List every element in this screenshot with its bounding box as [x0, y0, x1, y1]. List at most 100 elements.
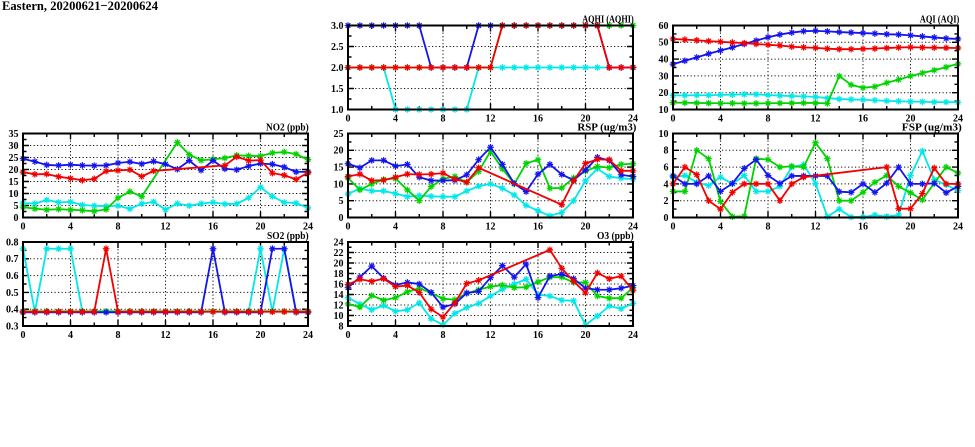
svg-text:20: 20 [906, 114, 916, 125]
svg-text:0: 0 [21, 222, 26, 233]
svg-text:24: 24 [953, 114, 963, 125]
svg-text:12: 12 [486, 222, 496, 233]
svg-text:2: 2 [664, 196, 669, 207]
svg-text:0.8: 0.8 [6, 237, 19, 248]
svg-text:24: 24 [953, 222, 963, 233]
svg-text:2.5: 2.5 [331, 42, 344, 53]
svg-text:1.5: 1.5 [331, 84, 344, 95]
svg-text:10: 10 [334, 179, 344, 190]
svg-text:20: 20 [334, 146, 344, 157]
svg-text:FSP (ug/m3): FSP (ug/m3) [902, 122, 962, 133]
svg-text:8: 8 [441, 114, 446, 125]
svg-text:16: 16 [208, 222, 218, 233]
svg-text:16: 16 [533, 330, 543, 341]
svg-text:0.5: 0.5 [6, 288, 19, 299]
svg-text:4: 4 [664, 179, 669, 190]
svg-text:12: 12 [161, 222, 171, 233]
svg-text:0: 0 [664, 213, 669, 224]
svg-text:15: 15 [334, 163, 344, 174]
svg-text:Eastern, 20200621−20200624: Eastern, 20200621−20200624 [2, 0, 158, 13]
svg-text:20: 20 [581, 330, 591, 341]
svg-text:4: 4 [68, 222, 73, 233]
svg-text:8: 8 [116, 330, 121, 341]
svg-text:5: 5 [339, 196, 344, 207]
svg-text:RSP (ug/m3): RSP (ug/m3) [577, 122, 636, 133]
svg-text:1.0: 1.0 [331, 105, 344, 116]
svg-text:12: 12 [334, 300, 344, 311]
svg-text:16: 16 [533, 222, 543, 233]
svg-text:30: 30 [9, 141, 19, 152]
svg-text:24: 24 [628, 114, 638, 125]
svg-text:NO2 (ppb): NO2 (ppb) [266, 122, 309, 133]
svg-text:0.4: 0.4 [6, 305, 19, 316]
svg-text:10: 10 [334, 311, 344, 322]
svg-text:0: 0 [346, 114, 351, 125]
svg-text:0: 0 [671, 222, 676, 233]
svg-text:30: 30 [659, 71, 669, 82]
svg-text:20: 20 [659, 88, 669, 99]
svg-text:12: 12 [811, 114, 821, 125]
svg-text:16: 16 [208, 330, 218, 341]
svg-text:20: 20 [581, 114, 591, 125]
svg-text:8: 8 [441, 330, 446, 341]
svg-text:16: 16 [334, 279, 344, 290]
svg-text:10: 10 [659, 105, 669, 116]
svg-text:22: 22 [334, 248, 344, 259]
svg-text:25: 25 [334, 129, 344, 140]
svg-text:14: 14 [334, 290, 344, 301]
svg-text:20: 20 [9, 165, 19, 176]
svg-text:16: 16 [858, 222, 868, 233]
svg-text:8: 8 [766, 222, 771, 233]
svg-text:24: 24 [628, 330, 638, 341]
svg-text:6: 6 [664, 163, 669, 174]
svg-text:2.0: 2.0 [331, 63, 344, 74]
svg-text:8: 8 [766, 114, 771, 125]
svg-text:0: 0 [339, 213, 344, 224]
svg-text:16: 16 [533, 114, 543, 125]
svg-text:24: 24 [303, 222, 313, 233]
svg-text:15: 15 [9, 177, 19, 188]
svg-text:SO2 (ppb): SO2 (ppb) [267, 231, 309, 242]
svg-text:O3 (ppb): O3 (ppb) [597, 231, 634, 242]
svg-text:0.7: 0.7 [6, 254, 19, 265]
svg-text:4: 4 [718, 114, 723, 125]
svg-text:0: 0 [21, 330, 26, 341]
svg-text:20: 20 [906, 222, 916, 233]
svg-text:40: 40 [659, 55, 669, 66]
svg-text:24: 24 [334, 237, 344, 248]
svg-text:AQHI (AQHI): AQHI (AQHI) [582, 14, 634, 25]
svg-text:10: 10 [659, 129, 669, 140]
svg-text:8: 8 [664, 146, 669, 157]
svg-text:8: 8 [339, 321, 344, 332]
svg-text:50: 50 [659, 38, 669, 49]
svg-text:3.0: 3.0 [331, 21, 344, 32]
svg-text:20: 20 [334, 258, 344, 269]
svg-text:20: 20 [581, 222, 591, 233]
svg-text:25: 25 [9, 153, 19, 164]
svg-text:12: 12 [486, 114, 496, 125]
svg-text:AQI (AQI): AQI (AQI) [920, 14, 960, 25]
svg-text:0.3: 0.3 [6, 321, 19, 332]
svg-text:0: 0 [671, 114, 676, 125]
svg-text:8: 8 [441, 222, 446, 233]
svg-text:4: 4 [718, 222, 723, 233]
svg-text:0: 0 [346, 222, 351, 233]
svg-text:12: 12 [486, 330, 496, 341]
svg-text:4: 4 [393, 222, 398, 233]
svg-text:12: 12 [161, 330, 171, 341]
svg-text:18: 18 [334, 269, 344, 280]
svg-text:5: 5 [14, 201, 19, 212]
svg-text:16: 16 [858, 114, 868, 125]
svg-text:4: 4 [393, 330, 398, 341]
svg-text:24: 24 [628, 222, 638, 233]
svg-text:24: 24 [303, 330, 313, 341]
svg-text:35: 35 [9, 129, 19, 140]
svg-text:10: 10 [9, 189, 19, 200]
svg-text:0.6: 0.6 [6, 271, 19, 282]
svg-text:0: 0 [346, 330, 351, 341]
svg-text:4: 4 [393, 114, 398, 125]
svg-text:20: 20 [256, 222, 266, 233]
svg-text:20: 20 [256, 330, 266, 341]
svg-text:12: 12 [811, 222, 821, 233]
svg-text:60: 60 [659, 21, 669, 32]
